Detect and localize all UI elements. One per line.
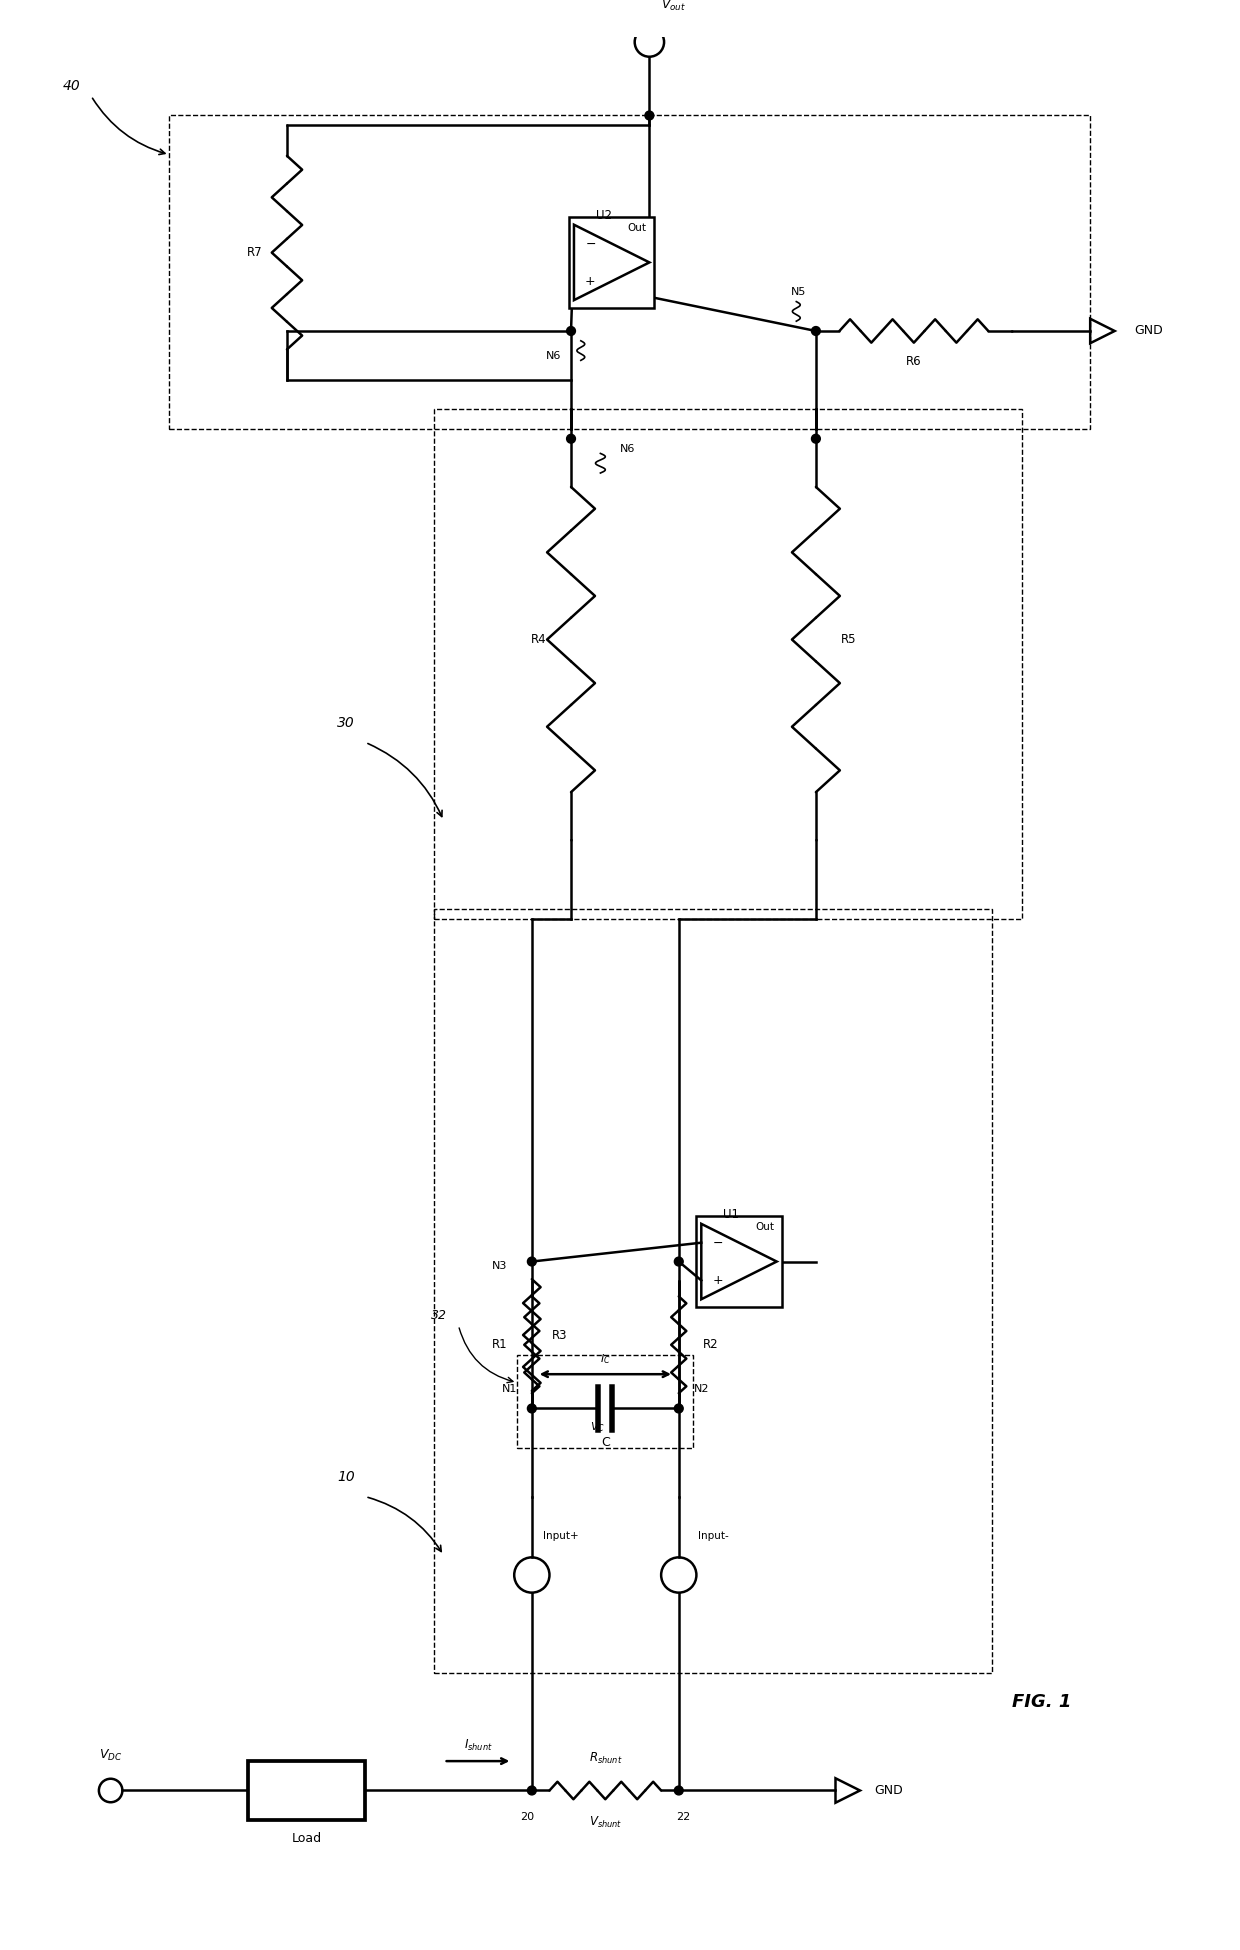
Text: Input-: Input- [698, 1531, 728, 1540]
Text: $-$: $-$ [712, 1236, 723, 1250]
Text: GND: GND [1135, 324, 1163, 337]
Text: GND: GND [874, 1784, 904, 1798]
Text: 22: 22 [677, 1812, 691, 1821]
Text: R3: R3 [552, 1328, 567, 1342]
Text: C: C [601, 1435, 610, 1449]
Text: N6: N6 [546, 351, 562, 361]
Circle shape [527, 1404, 536, 1414]
Bar [248, 1761, 366, 1819]
Text: 30: 30 [337, 716, 355, 729]
Text: 32: 32 [430, 1308, 446, 1322]
Text: N1: N1 [502, 1384, 517, 1394]
Text: N6: N6 [620, 443, 635, 454]
Bar [434, 909, 992, 1673]
Circle shape [567, 435, 575, 443]
Text: $V_{shunt}$: $V_{shunt}$ [589, 1815, 622, 1831]
Text: Load: Load [291, 1831, 321, 1845]
Bar [517, 1355, 693, 1447]
Text: R6: R6 [906, 355, 921, 369]
Circle shape [675, 1404, 683, 1414]
Polygon shape [574, 224, 650, 300]
Text: 10: 10 [337, 1470, 355, 1484]
Text: Out: Out [755, 1223, 774, 1232]
Text: N5: N5 [791, 287, 806, 296]
Text: N4: N4 [703, 1262, 719, 1271]
Bar [697, 1215, 781, 1306]
Bar [569, 216, 655, 308]
Text: $+$: $+$ [584, 275, 595, 289]
Text: $V_C$: $V_C$ [590, 1420, 605, 1433]
Text: $V_{DC}$: $V_{DC}$ [99, 1747, 123, 1763]
Text: R2: R2 [703, 1338, 719, 1351]
Text: $I_{shunt}$: $I_{shunt}$ [464, 1737, 492, 1753]
Circle shape [675, 1258, 683, 1266]
Text: $V_{out}$: $V_{out}$ [661, 0, 687, 12]
Circle shape [675, 1786, 683, 1794]
Text: $R_{shunt}$: $R_{shunt}$ [589, 1751, 622, 1767]
Text: N2: N2 [693, 1384, 709, 1394]
Circle shape [645, 111, 653, 119]
Text: U2: U2 [595, 209, 611, 222]
Circle shape [567, 326, 575, 335]
Text: $-$: $-$ [584, 238, 595, 250]
Text: Input+: Input+ [543, 1531, 579, 1540]
Bar [170, 115, 1090, 429]
Circle shape [527, 1786, 536, 1794]
Text: 20: 20 [520, 1812, 534, 1821]
Text: R4: R4 [531, 634, 547, 645]
Text: Out: Out [627, 222, 647, 232]
Circle shape [527, 1258, 536, 1266]
Text: R5: R5 [841, 634, 856, 645]
Circle shape [811, 435, 821, 443]
Text: N3: N3 [492, 1262, 507, 1271]
Text: U1: U1 [723, 1209, 739, 1221]
Text: $I_C$: $I_C$ [600, 1353, 610, 1367]
Text: FIG. 1: FIG. 1 [1012, 1693, 1071, 1712]
Bar [434, 410, 1022, 918]
Text: 40: 40 [62, 80, 81, 94]
Circle shape [811, 326, 821, 335]
Polygon shape [702, 1225, 776, 1299]
Text: R1: R1 [492, 1338, 507, 1351]
Text: $+$: $+$ [712, 1273, 723, 1287]
Text: R7: R7 [247, 246, 263, 259]
